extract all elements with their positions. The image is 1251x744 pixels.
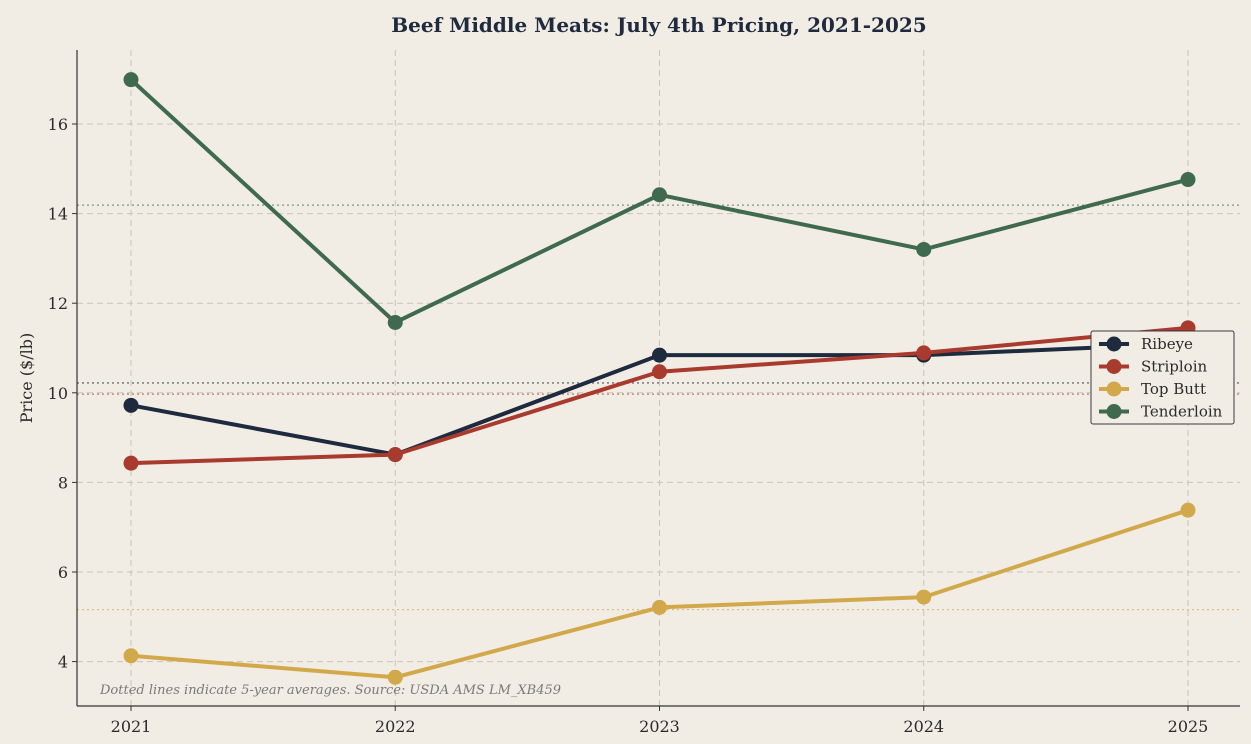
data-point (387, 447, 403, 463)
data-point (123, 397, 139, 413)
legend: Ribeye Striploin Top Butt Tenderloin (1090, 330, 1235, 425)
chart-title: Beef Middle Meats: July 4th Pricing, 202… (391, 13, 926, 37)
y-tick-label: 8 (58, 473, 68, 492)
legend-item: Ribeye (1099, 335, 1193, 353)
source-note: Dotted lines indicate 5-year averages. S… (99, 683, 561, 698)
legend-item: Striploin (1099, 358, 1207, 376)
legend-item: Top Butt (1099, 380, 1206, 398)
legend-label: Striploin (1141, 358, 1207, 376)
data-point (1180, 172, 1196, 188)
data-point (652, 187, 667, 203)
series-striploin (123, 320, 1196, 471)
series-top-butt (123, 502, 1196, 685)
y-ticks: 4 6 8 10 12 14 16 (48, 115, 77, 672)
x-tick-label: 2024 (903, 717, 944, 736)
legend-marker (1106, 359, 1122, 374)
legend-marker (1106, 404, 1122, 419)
x-tick-label: 2025 (1168, 717, 1209, 736)
legend-label: Tenderloin (1141, 403, 1223, 421)
x-tick-label: 2022 (375, 717, 416, 736)
data-point (123, 455, 139, 471)
x-tick-label: 2023 (639, 717, 680, 736)
y-tick-label: 14 (48, 205, 68, 224)
x-tick-label: 2021 (111, 717, 152, 736)
data-point (652, 364, 667, 380)
y-axis-title: Price ($/lb) (17, 333, 36, 423)
y-tick-label: 10 (48, 384, 68, 403)
y-tick-label: 16 (48, 115, 68, 134)
data-point (916, 589, 932, 605)
legend-marker (1106, 336, 1122, 352)
data-point (387, 314, 403, 330)
series-tenderloin (123, 72, 1196, 330)
y-tick-label: 4 (58, 653, 68, 672)
data-point (652, 347, 667, 363)
data-point (123, 72, 139, 88)
y-tick-label: 6 (58, 563, 68, 582)
data-point (916, 345, 932, 361)
legend-box (1090, 330, 1235, 425)
data-point (916, 241, 932, 257)
legend-label: Ribeye (1141, 335, 1193, 353)
legend-marker (1106, 381, 1122, 397)
data-point (652, 599, 667, 615)
data-point (387, 669, 403, 685)
grid (77, 50, 1240, 706)
series (123, 72, 1196, 685)
legend-item: Tenderloin (1099, 403, 1223, 421)
y-tick-label: 12 (48, 294, 68, 313)
axes (76, 50, 1240, 707)
data-point (123, 648, 139, 664)
legend-label: Top Butt (1141, 380, 1206, 398)
x-ticks: 2021 2022 2023 2024 2025 (111, 706, 1209, 736)
data-point (1180, 502, 1196, 518)
